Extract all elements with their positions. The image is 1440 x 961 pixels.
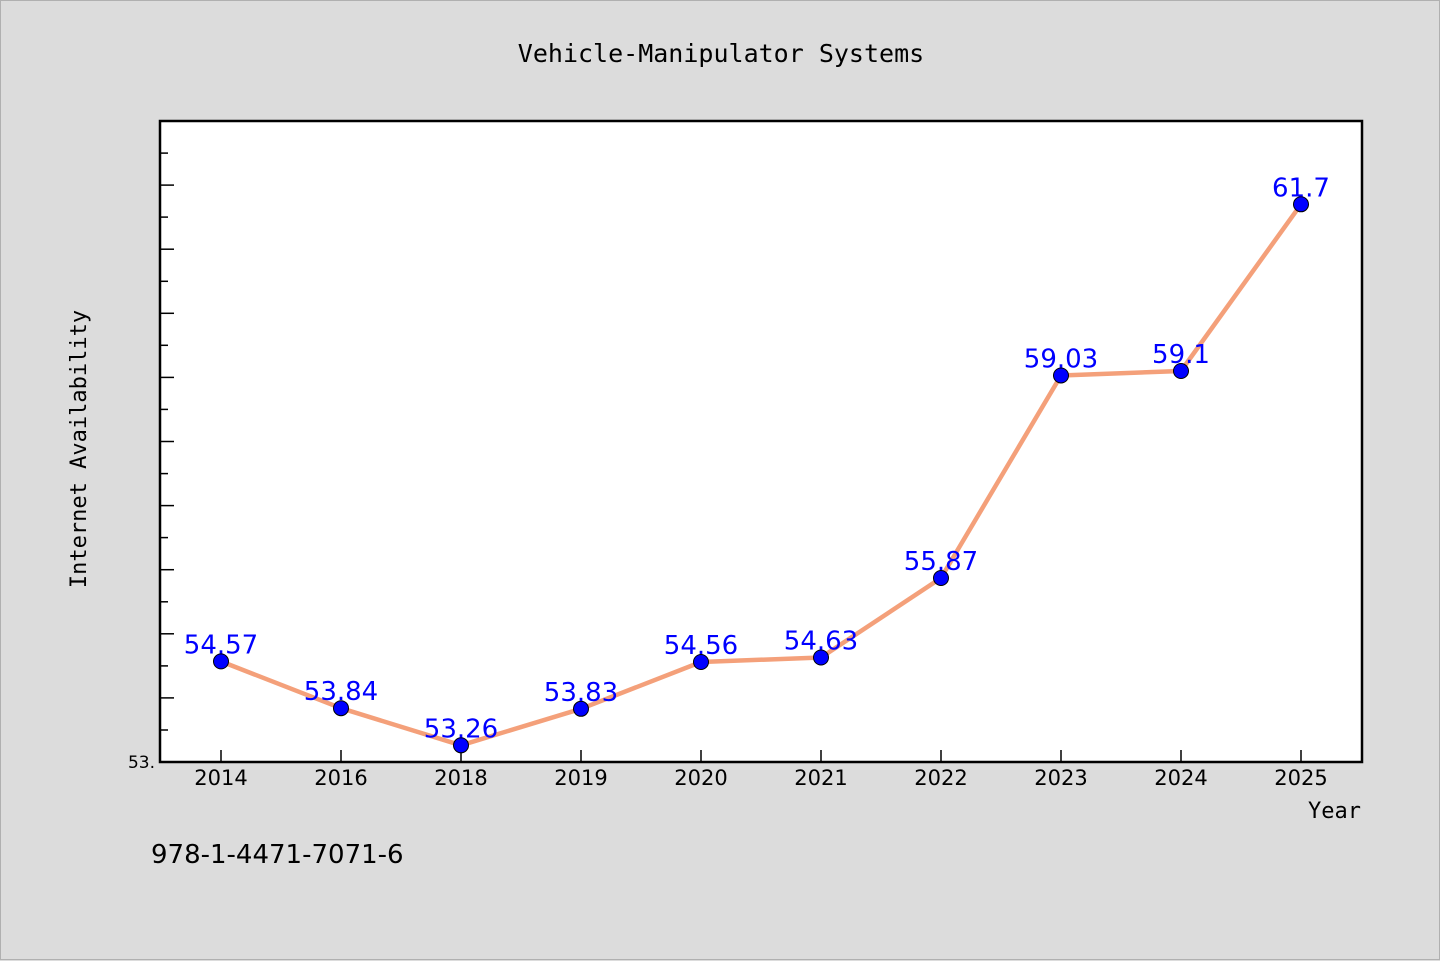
x-tick-label: 2021 [794,766,847,790]
x-tick-label: 2018 [434,766,487,790]
data-label: 55.87 [904,547,978,577]
y-axis-tick-labels: 53. [128,753,155,773]
data-label: 59.1 [1152,340,1210,370]
data-point [1053,367,1069,384]
x-tick-label: 2014 [194,766,247,790]
y-tick-label: 53. [128,753,155,773]
x-tick-label: 2023 [1034,766,1087,790]
data-point [1293,196,1309,213]
chart-title: Vehicle-Manipulator Systems [518,39,924,68]
data-point [333,700,349,717]
data-label: 53.26 [424,714,498,744]
x-tick-label: 2016 [314,766,367,790]
x-tick-label: 2022 [914,766,967,790]
data-point [813,649,829,666]
data-label: 61.7 [1272,173,1330,203]
series-markers [213,196,1309,754]
data-label: 54.57 [184,630,258,660]
data-label: 54.56 [664,631,738,661]
data-label: 53.84 [304,677,378,707]
data-labels: 54.57 53.84 53.26 53.83 54.56 54.63 55.87 59.03… [184,173,1330,744]
series-line [218,202,1304,748]
x-axis-tick-labels: 2014 2016 2018 2019 2020 2021 2022 2023 2024 2025 [194,766,1327,790]
data-point [1173,363,1189,379]
data-label: 53.83 [544,678,618,708]
data-point [933,570,949,586]
isbn-text: 978-1-4471-7071-6 [151,840,404,870]
data-point [213,653,229,670]
x-tick-label: 2020 [674,766,727,790]
y-axis-ticks [160,152,174,731]
x-axis-label: Year [1308,799,1361,824]
data-point [573,700,589,717]
x-tick-label: 2025 [1274,766,1327,790]
y-axis-label: Internet Availability [67,310,92,588]
data-label: 59.03 [1024,345,1098,375]
x-tick-label: 2024 [1154,766,1207,790]
data-label: 54.63 [784,627,858,657]
plot-area [158,119,1364,764]
data-point [453,737,469,754]
data-point [693,654,709,670]
x-tick-label: 2019 [554,766,607,790]
